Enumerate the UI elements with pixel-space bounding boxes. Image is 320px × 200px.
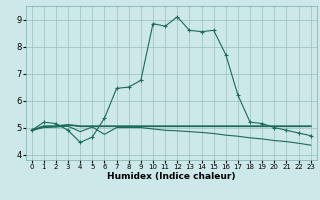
X-axis label: Humidex (Indice chaleur): Humidex (Indice chaleur) — [107, 172, 236, 181]
